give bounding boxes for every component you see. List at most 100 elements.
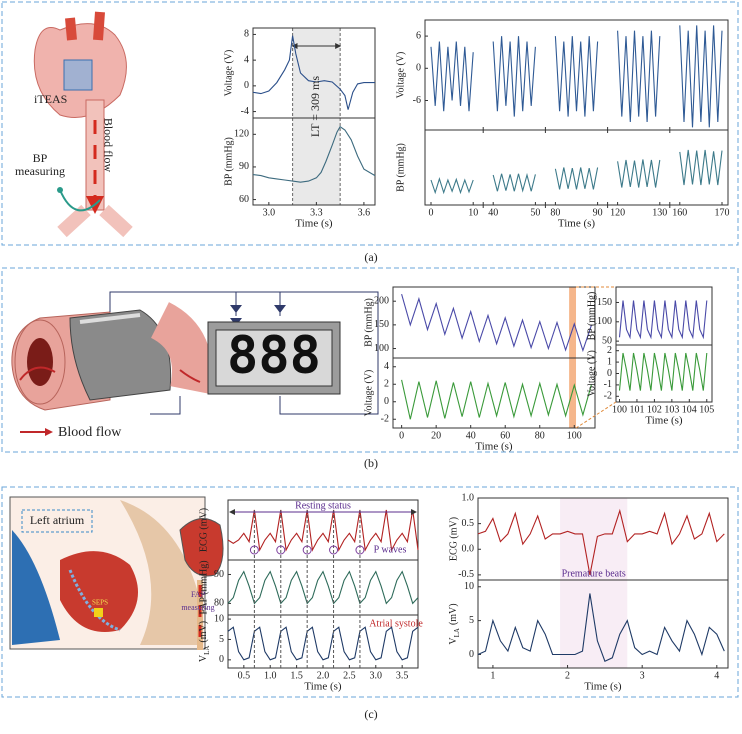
fap-label: FAP measuring	[181, 590, 215, 612]
x-axis-label: Time (s)	[558, 218, 596, 230]
x-axis-label: Time (s)	[475, 441, 513, 453]
y-tick-label: 0	[219, 654, 224, 665]
y-tick-label: 10	[214, 613, 224, 624]
y-tick-label: 6	[416, 30, 421, 41]
x-tick-label: 4	[714, 670, 719, 681]
y-tick-label: 2	[607, 345, 612, 356]
y-tick-label: 0.0	[462, 544, 475, 555]
y-tick-label: 10	[464, 581, 474, 592]
display-digits: 888	[227, 326, 321, 386]
data-line	[477, 593, 725, 662]
flow-label: Blood flow	[101, 118, 115, 173]
y-tick-label: 150	[374, 319, 389, 330]
x-axis-label: Time (s)	[645, 415, 683, 427]
y-axis-label: ECG (mV)	[448, 517, 459, 561]
x-tick-label: 1.5	[290, 670, 303, 681]
annotation: Resting status	[295, 500, 351, 511]
p-wave-marker	[249, 545, 259, 555]
x-tick-label: 3.6	[358, 207, 371, 218]
data-line	[617, 30, 661, 123]
data-line	[401, 293, 593, 353]
data-line	[227, 626, 419, 661]
y-axis-label: Voltage (V)	[223, 50, 234, 97]
y-tick-label: 8	[244, 29, 249, 40]
data-line	[252, 125, 376, 183]
x-tick-label: 2.0	[317, 670, 330, 681]
data-line	[252, 35, 375, 110]
x-tick-label: 40	[488, 207, 498, 218]
plot-frame	[424, 129, 729, 206]
y-tick-label: 1.0	[462, 492, 475, 503]
x-tick-label: 0.5	[238, 670, 251, 681]
data-line	[554, 36, 599, 117]
zoom-guide	[575, 401, 617, 429]
x-tick-label: 130	[652, 207, 667, 218]
y-tick-label: 60	[239, 194, 249, 205]
y-tick-label: -1	[604, 379, 612, 390]
legend-label: Blood flow	[58, 425, 122, 440]
device-label: iTEAS	[34, 92, 67, 106]
x-tick-label: 50	[530, 207, 540, 218]
data-line	[430, 41, 474, 112]
plot-frame	[392, 357, 596, 429]
data-line	[430, 176, 474, 195]
x-tick-label: 102	[647, 404, 662, 415]
y-axis-label: BP (mmHg)	[586, 292, 597, 341]
y-tick-label: -6	[413, 95, 421, 106]
y-tick-label: 100	[374, 343, 389, 354]
annotation: LT = 309 ms	[308, 76, 322, 137]
panel-label: (a)	[364, 250, 377, 264]
artery-illustration	[11, 291, 379, 436]
y-axis-label-main: V	[448, 637, 459, 645]
x-tick-label: 100	[567, 430, 582, 441]
x-tick-label: 40	[466, 430, 476, 441]
panel-frame	[1, 267, 739, 453]
y-axis-label-sub: LA	[453, 628, 461, 637]
heart-illustration	[33, 11, 133, 238]
y-tick-label: 100	[597, 316, 612, 327]
x-tick-label: 170	[715, 207, 730, 218]
x-tick-label: 120	[610, 207, 625, 218]
y-tick-label: 4	[384, 361, 389, 372]
x-tick-label: 1.0	[264, 670, 277, 681]
y-tick-label: 4	[244, 54, 249, 65]
highlight-band	[560, 498, 628, 580]
y-tick-label: 0	[244, 80, 249, 91]
p-wave-marker	[329, 545, 339, 555]
x-tick-label: 1	[490, 670, 495, 681]
plot-frame	[252, 117, 376, 206]
panel-label: (c)	[364, 707, 377, 721]
y-axis-label-unit: (mV)	[198, 621, 209, 643]
y-axis-label: VLA (mV)	[448, 603, 460, 644]
x-tick-label: 105	[699, 404, 714, 415]
sensor-label: SEPS	[92, 599, 108, 607]
p-wave-marker	[302, 545, 312, 555]
y-axis-label: FAP (mmHg)	[198, 560, 209, 614]
annotation: Premature beats	[562, 568, 626, 579]
y-axis-label-main: V	[198, 654, 209, 662]
y-axis-label: Voltage (V)	[363, 370, 374, 417]
y-tick-label: 5	[219, 634, 224, 645]
data-line	[401, 379, 593, 420]
y-axis-label-unit: (mV)	[448, 603, 459, 625]
panel-frame	[1, 486, 739, 698]
x-tick-label: 80	[535, 430, 545, 441]
y-tick-label: 0	[469, 649, 474, 660]
y-axis-label: ECG (mV)	[198, 508, 209, 552]
y-tick-label: 200	[374, 295, 389, 306]
y-tick-label: 0	[607, 368, 612, 379]
y-tick-label: 0.5	[462, 518, 475, 529]
y-tick-label: 120	[234, 129, 249, 140]
atrium-illustration	[9, 496, 224, 650]
x-tick-label: 2	[565, 670, 570, 681]
plot-frame	[615, 344, 713, 403]
x-tick-label: 3.0	[370, 670, 383, 681]
y-axis-label: BP (mmHg)	[223, 137, 234, 186]
x-tick-label: 160	[672, 207, 687, 218]
y-tick-label: 1	[607, 356, 612, 367]
panel-frame	[1, 1, 739, 246]
highlight-band	[569, 287, 577, 358]
highlight-band	[292, 118, 341, 205]
data-line	[227, 570, 419, 605]
